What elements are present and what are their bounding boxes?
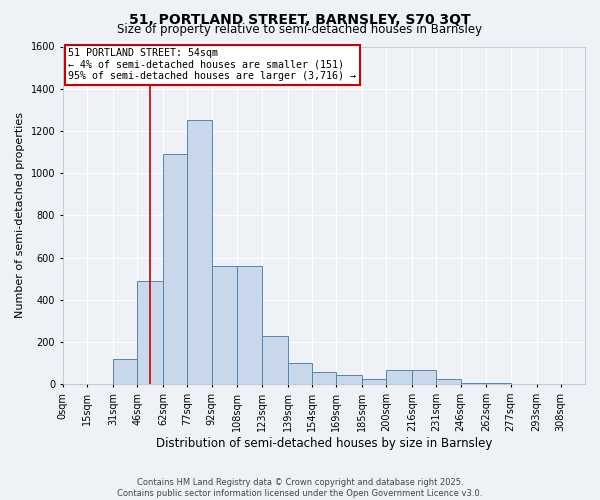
Bar xyxy=(362,379,386,384)
Bar xyxy=(487,383,511,384)
Bar xyxy=(262,336,287,384)
Bar xyxy=(312,372,336,384)
Bar xyxy=(187,120,212,384)
Bar xyxy=(287,363,312,384)
Bar xyxy=(238,266,262,384)
Bar xyxy=(412,370,436,384)
Bar xyxy=(113,359,137,384)
Bar xyxy=(163,154,187,384)
Text: Size of property relative to semi-detached houses in Barnsley: Size of property relative to semi-detach… xyxy=(118,22,482,36)
X-axis label: Distribution of semi-detached houses by size in Barnsley: Distribution of semi-detached houses by … xyxy=(156,437,492,450)
Text: Contains HM Land Registry data © Crown copyright and database right 2025.
Contai: Contains HM Land Registry data © Crown c… xyxy=(118,478,482,498)
Y-axis label: Number of semi-detached properties: Number of semi-detached properties xyxy=(15,112,25,318)
Bar xyxy=(386,370,412,384)
Bar xyxy=(137,281,163,384)
Text: 51, PORTLAND STREET, BARNSLEY, S70 3QT: 51, PORTLAND STREET, BARNSLEY, S70 3QT xyxy=(129,12,471,26)
Text: 51 PORTLAND STREET: 54sqm
← 4% of semi-detached houses are smaller (151)
95% of : 51 PORTLAND STREET: 54sqm ← 4% of semi-d… xyxy=(68,48,356,82)
Bar xyxy=(212,266,238,384)
Bar xyxy=(436,379,461,384)
Bar xyxy=(336,375,362,384)
Bar xyxy=(461,383,487,384)
